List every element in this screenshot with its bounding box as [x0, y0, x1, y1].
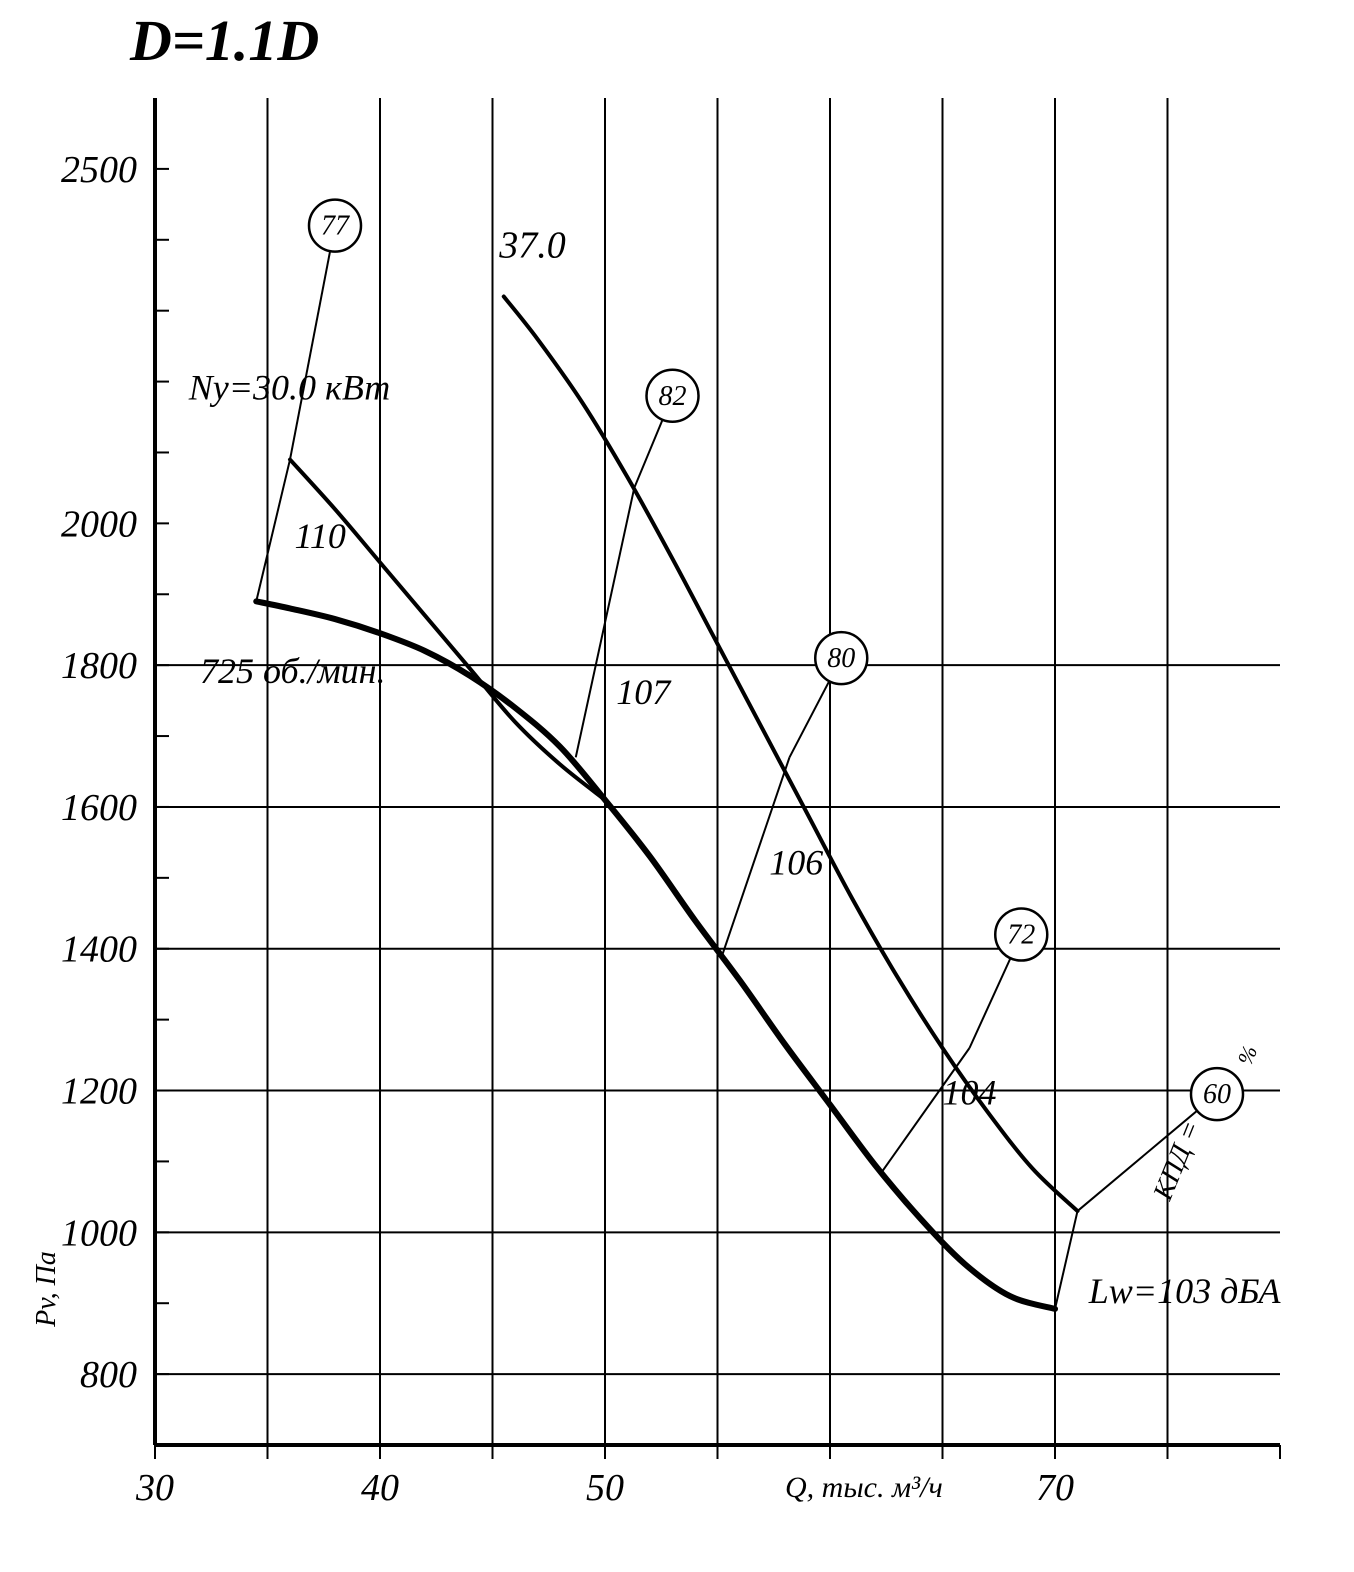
iso-103 — [1055, 1211, 1078, 1309]
chart-title: D=1.1D — [129, 8, 319, 73]
ytick-label: 1200 — [61, 1071, 137, 1113]
eff-72-label: 72 — [1007, 920, 1035, 951]
eff-80-label: 80 — [827, 643, 855, 674]
xtick-label: 30 — [135, 1467, 174, 1509]
lbl-pct: % — [1232, 1042, 1262, 1068]
ytick-label: 1600 — [61, 787, 137, 829]
iso-110 — [256, 460, 290, 602]
fan-performance-chart: D=1.1D 800 1000 1200 1400 1600 1800 2000 2500 30 4… — [0, 0, 1354, 1572]
lbl-kpd: КПД = — [1147, 1116, 1207, 1205]
xtick-label: 50 — [586, 1467, 624, 1509]
lbl-107: 107 — [616, 672, 672, 712]
circ-77-leader — [290, 226, 335, 460]
ytick-label: 1800 — [61, 645, 137, 687]
lbl-lw: Lw=103 дБА — [1088, 1271, 1282, 1311]
lbl-370: 37.0 — [498, 225, 566, 267]
lbl-110: 110 — [295, 516, 346, 556]
ytick-label: 800 — [80, 1354, 137, 1396]
ytick-label: 2500 — [61, 149, 137, 191]
lbl-104: 104 — [943, 1073, 997, 1113]
eff-82-label: 82 — [659, 381, 687, 412]
ytick-label: 1000 — [61, 1212, 137, 1254]
eff-60-label: 60 — [1203, 1079, 1231, 1110]
curve-power-30 — [290, 460, 605, 800]
y-axis-label: Pv, Па — [31, 1251, 62, 1328]
xtick-label: 70 — [1036, 1467, 1074, 1509]
lbl-725: 725 об./мин. — [200, 651, 385, 691]
lbl-106: 106 — [769, 842, 823, 882]
ytick-label: 1400 — [61, 929, 137, 971]
xtick-label: 40 — [361, 1467, 399, 1509]
x-axis-label: Q, тыс. м³/ч — [785, 1471, 943, 1504]
eff-77-label: 77 — [321, 211, 350, 242]
lbl-ny: Ny=30.0 кВт — [188, 367, 391, 407]
ytick-label: 2000 — [61, 503, 137, 545]
